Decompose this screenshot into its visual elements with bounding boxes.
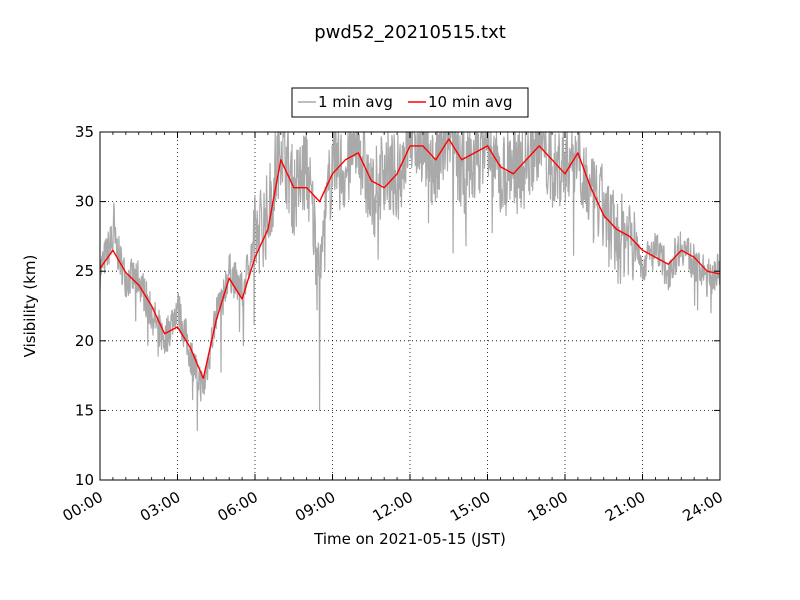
chart-title: pwd52_20210515.txt bbox=[314, 22, 506, 43]
plot-area bbox=[100, 132, 720, 480]
x-tick-label: 15:00 bbox=[447, 488, 493, 525]
x-tick-label: 24:00 bbox=[680, 488, 726, 525]
y-tick-label: 20 bbox=[75, 332, 94, 350]
y-tick-label: 15 bbox=[75, 401, 94, 419]
legend: 1 min avg 10 min avg bbox=[291, 87, 529, 118]
y-tick-label: 30 bbox=[75, 193, 94, 211]
x-axis-label: Time on 2021-05-15 (JST) bbox=[313, 530, 506, 548]
y-tick-label: 35 bbox=[75, 123, 94, 141]
x-tick-label: 09:00 bbox=[292, 488, 338, 525]
y-tick-label: 25 bbox=[75, 262, 94, 280]
series-layer bbox=[99, 131, 721, 432]
x-tick-label: 21:00 bbox=[602, 488, 648, 525]
x-tick-label: 18:00 bbox=[525, 488, 571, 525]
x-tick-label: 00:00 bbox=[60, 488, 106, 525]
x-tick-label: 12:00 bbox=[370, 488, 416, 525]
y-axis-label: Visibility (km) bbox=[21, 255, 39, 358]
x-tick-label: 03:00 bbox=[137, 488, 183, 525]
legend-label-1min: 1 min avg bbox=[318, 93, 393, 111]
y-tick-label: 10 bbox=[75, 471, 94, 489]
legend-label-10min: 10 min avg bbox=[428, 93, 513, 111]
grid-lines bbox=[100, 132, 720, 480]
x-tick-label: 06:00 bbox=[215, 488, 261, 525]
plot-frame bbox=[99, 131, 721, 481]
series-line-1min-avg bbox=[99, 131, 721, 432]
series-line-10min-avg bbox=[99, 138, 721, 380]
